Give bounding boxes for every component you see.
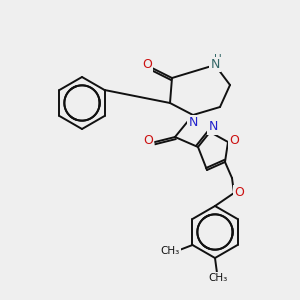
Text: CH₃: CH₃ <box>161 246 180 256</box>
Text: H: H <box>214 54 222 64</box>
Text: O: O <box>229 134 239 148</box>
Text: CH₃: CH₃ <box>208 273 228 283</box>
Text: O: O <box>234 185 244 199</box>
Text: O: O <box>143 134 153 148</box>
Text: O: O <box>142 58 152 70</box>
Text: N: N <box>188 116 198 128</box>
Text: N: N <box>210 58 220 70</box>
Text: N: N <box>208 121 218 134</box>
